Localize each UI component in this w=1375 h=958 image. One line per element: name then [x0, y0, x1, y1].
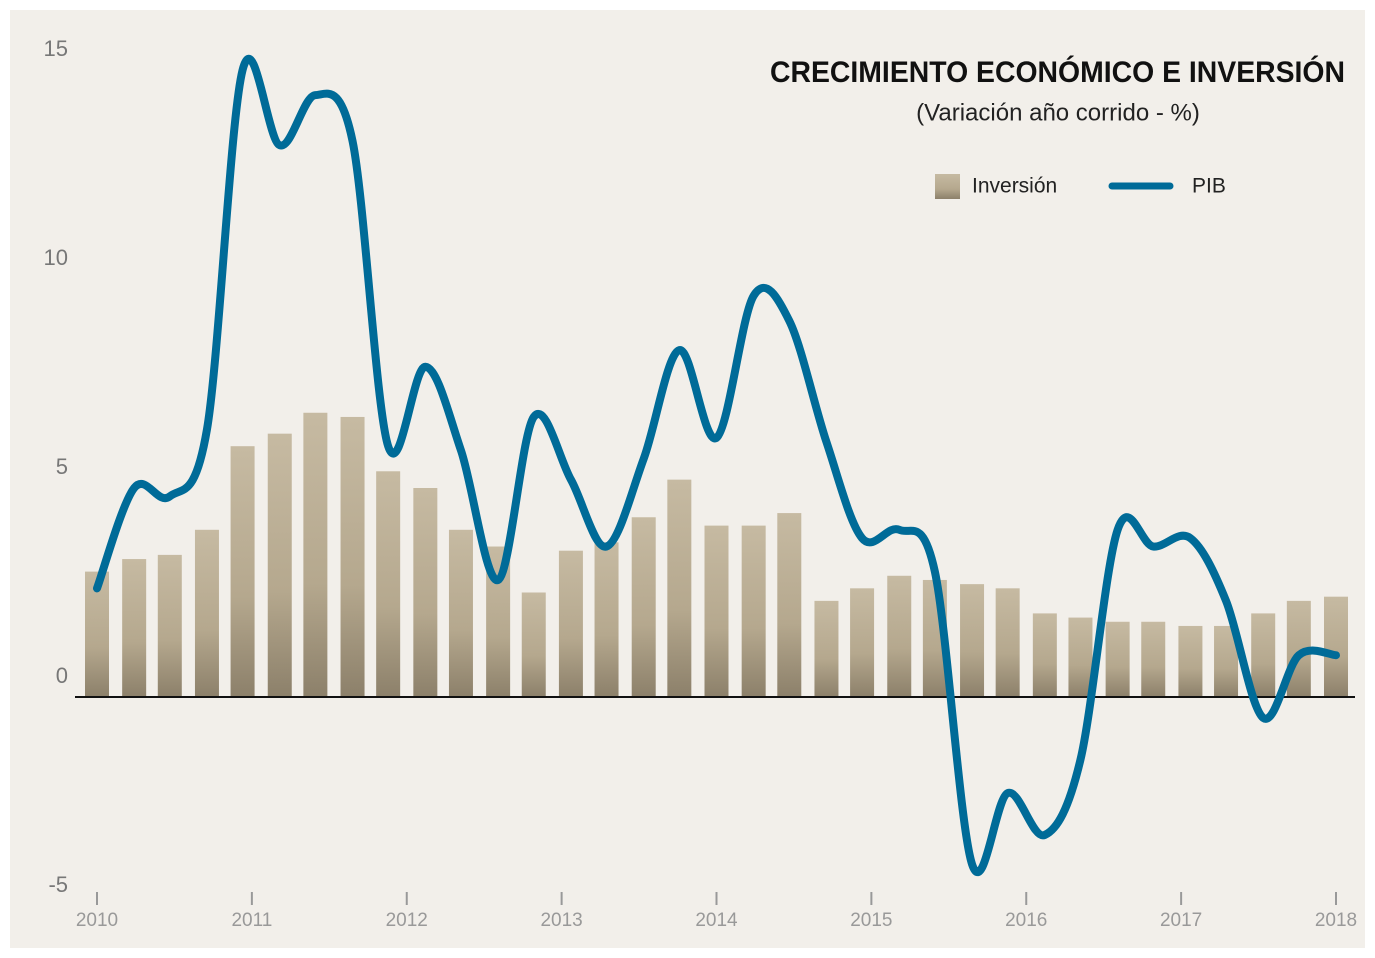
bar: [704, 525, 729, 697]
y-tick-label: -5: [48, 872, 68, 897]
bar: [85, 571, 109, 697]
legend-swatch: [935, 174, 960, 199]
bar: [1141, 621, 1166, 697]
bar: [303, 412, 328, 697]
bar: [887, 575, 912, 697]
bar: [122, 559, 147, 697]
bar: [1251, 613, 1276, 697]
bar: [1324, 596, 1348, 697]
bar: [995, 588, 1020, 697]
x-tick-label: 2011: [231, 910, 272, 931]
x-tick-label: 2013: [540, 910, 582, 931]
bar: [777, 513, 802, 697]
bar: [667, 479, 692, 697]
bar: [448, 529, 473, 697]
x-tick-label: 2017: [1160, 910, 1202, 931]
y-tick-label: 10: [44, 245, 68, 270]
bar: [850, 588, 875, 697]
legend: Inversión PIB: [935, 174, 1226, 199]
x-tick-label: 2015: [850, 910, 892, 931]
bar: [194, 529, 219, 697]
bar: [413, 488, 438, 697]
bar: [1068, 617, 1093, 697]
bar: [960, 584, 985, 697]
line: [93, 55, 1340, 877]
x-tick-label: 2010: [76, 910, 118, 931]
y-tick-label: 0: [56, 663, 68, 688]
bar: [1105, 621, 1130, 697]
x-tick-label: 2014: [695, 910, 738, 931]
y-tick-label: 5: [56, 454, 68, 479]
bar: [741, 525, 766, 697]
bar: [1032, 613, 1057, 697]
bar: [814, 600, 839, 697]
bar: [340, 416, 365, 697]
bar: [521, 592, 546, 697]
chart-subtitle: (Variación año corrido - %): [916, 99, 1200, 126]
x-tick-label: 2012: [386, 910, 428, 931]
bar: [157, 554, 182, 697]
x-tick-label: 2018: [1315, 910, 1357, 931]
x-tick-label: 2016: [1005, 910, 1047, 931]
bar: [558, 550, 583, 697]
bar: [376, 471, 401, 697]
background: [10, 10, 1365, 948]
bar: [631, 517, 656, 697]
chart-title: CRECIMIENTO ECONÓMICO E INVERSIÓN: [770, 55, 1345, 89]
bar: [594, 542, 619, 697]
plot: -5 0 5 10 15 2010 2011 2012 2013 2014 2015 2016 2017…: [44, 36, 1358, 931]
bar: [1178, 625, 1203, 697]
bar: [267, 433, 292, 697]
y-tick-label: 15: [44, 36, 68, 61]
bar: [230, 446, 255, 697]
legend-label: Inversión: [972, 175, 1057, 198]
legend-label: PIB: [1192, 175, 1226, 198]
